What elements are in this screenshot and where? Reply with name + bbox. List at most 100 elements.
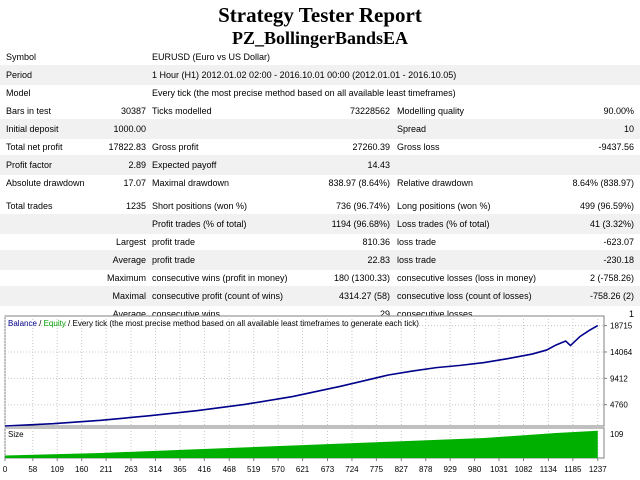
stat-value: 27260.39 [352, 142, 390, 152]
stat-value: 180 (1300.33) [333, 273, 390, 283]
stat-row: Bars in test 30387 Ticks modelled 73228562 M… [0, 101, 640, 121]
chart-legend: Balance / Equity / Every tick (the most … [8, 319, 419, 328]
balance-line [4, 324, 599, 427]
stat-label: Modelling quality [397, 106, 465, 116]
stat-label: Long positions (won %) [397, 201, 491, 211]
x-tick-label: 416 [198, 465, 212, 474]
balance-chart: 0 58 109 160 211 263 314 365 416 468 519 570 621 673 7… [3, 315, 633, 474]
x-tick-label: 58 [28, 465, 37, 474]
stat-value: Average [112, 255, 146, 265]
stat-row: Total net profit 17822.83 Gross profit 2726… [0, 137, 640, 157]
stat-value: Largest [115, 237, 146, 247]
stat-value: 1235 [125, 201, 146, 211]
stat-value: 22.83 [367, 255, 390, 265]
stat-value: 8.64% (838.97) [572, 178, 634, 188]
stat-label: profit trade [152, 255, 196, 265]
stat-value: Maximal [112, 291, 146, 301]
x-tick-label: 1134 [540, 465, 558, 474]
stat-label: Absolute drawdown [6, 178, 85, 188]
stat-label: Profit factor [6, 160, 53, 170]
stat-row: Profit factor 2.89 Expected payoff 14.43 [0, 155, 640, 175]
stat-label: Total net profit [6, 142, 63, 152]
stat-value: -9437.56 [598, 142, 634, 152]
stat-value: 10 [623, 124, 634, 134]
stat-value: 4314.27 (58) [338, 291, 390, 301]
trade-row: Total trades 1235 Short positions (won %) 7… [0, 196, 640, 216]
stat-label: Maximal drawdown [152, 178, 230, 188]
x-tick-label: 1031 [490, 465, 508, 474]
x-tick-label: 211 [100, 465, 113, 474]
stat-value: 29 [379, 309, 390, 319]
stat-row: Initial deposit 1000.00 Spread 10 [0, 119, 640, 139]
y-tick-label: 9412 [610, 374, 628, 383]
stat-label: Relative drawdown [397, 178, 474, 188]
stat-label: consecutive profit (count of wins) [152, 291, 284, 301]
trade-row: Profit trades (% of total) 1194 (96.68%) L… [0, 214, 640, 234]
x-tick-label: 160 [75, 465, 89, 474]
info-row: Model Every tick (the most precise method… [0, 83, 640, 103]
size-tick-label: 109 [610, 430, 624, 439]
stat-label: consecutive loss (count of losses) [397, 291, 532, 301]
x-tick-label: 468 [223, 465, 237, 474]
x-tick-label: 775 [370, 465, 384, 474]
stat-row: Absolute drawdown 17.07 Maximal drawdown 83… [0, 173, 640, 193]
x-tick-label: 980 [468, 465, 482, 474]
stat-value: 1000.00 [113, 124, 146, 134]
legend-balance: Balance [8, 319, 37, 328]
stat-label: Spread [397, 124, 427, 134]
stat-label: profit trade [152, 237, 196, 247]
x-tick-label: 365 [173, 465, 187, 474]
stat-value: 14.43 [367, 160, 390, 170]
trade-row: Average consecutive wins 29 consecutive los… [0, 304, 640, 324]
stat-value: 1194 (96.68%) [331, 219, 390, 229]
stat-value: 810.36 [362, 237, 390, 247]
stat-value: 30387 [120, 106, 146, 116]
stat-value: 838.97 (8.64%) [328, 178, 390, 188]
stat-label: Bars in test [6, 106, 52, 116]
x-tick-label: 570 [271, 465, 285, 474]
report-title: Strategy Tester Report [218, 3, 422, 27]
x-tick-label: 724 [345, 465, 359, 474]
stat-value [520, 155, 634, 175]
stat-label: loss trade [397, 237, 437, 247]
x-tick-label: 878 [419, 465, 433, 474]
stat-label: Total trades [6, 201, 53, 211]
stat-value [6, 214, 146, 234]
y-tick-label: 18715 [610, 322, 633, 331]
stat-value: 73228562 [349, 106, 390, 116]
report-subtitle: PZ_BollingerBandsEA [231, 28, 409, 48]
stat-label: consecutive losses [397, 309, 473, 319]
stat-label: Profit trades (% of total) [152, 219, 247, 229]
x-tick-label: 109 [51, 465, 65, 474]
y-tick-label: 4760 [610, 401, 628, 410]
x-tick-label: 1185 [564, 465, 582, 474]
x-tick-label: 673 [321, 465, 335, 474]
info-row: Period 1 Hour (H1) 2012.01.02 02:00 - 201… [0, 65, 640, 85]
trade-row: Maximum consecutive wins (profit in money… [0, 268, 640, 288]
stat-label: Loss trades (% of total) [397, 219, 490, 229]
trade-row: Maximal consecutive profit (count of wins… [0, 286, 640, 306]
stat-label: consecutive wins [152, 309, 221, 319]
info-row: Symbol EURUSD (Euro vs US Dollar) [0, 47, 640, 67]
stat-label: Gross profit [152, 142, 199, 152]
info-label: Symbol [6, 52, 37, 62]
stat-value: 2 (-758.26) [589, 273, 634, 283]
stat-label: Expected payoff [152, 160, 217, 170]
main-plot-frame [4, 315, 605, 427]
legend-equity: Equity [44, 319, 66, 328]
info-label: Model [6, 88, 31, 98]
info-value: 1 Hour (H1) 2012.01.02 02:00 - 2016.10.0… [152, 70, 457, 80]
x-tick-label: 314 [149, 465, 163, 474]
stat-label: Initial deposit [6, 124, 59, 134]
stat-value: Average [112, 309, 146, 319]
info-value: Every tick (the most precise method base… [152, 88, 456, 98]
stat-value: 17822.83 [108, 142, 146, 152]
stat-value: 17.07 [123, 178, 146, 188]
stat-value: Maximum [106, 273, 146, 283]
size-area [5, 430, 598, 458]
stat-label: consecutive wins (profit in money) [152, 273, 288, 283]
x-tick-label: 1237 [589, 465, 607, 474]
stat-value [300, 119, 390, 139]
trade-row: Average profit trade 22.83 loss trade -230.1… [0, 250, 640, 270]
stat-value: 90.00% [603, 106, 634, 116]
